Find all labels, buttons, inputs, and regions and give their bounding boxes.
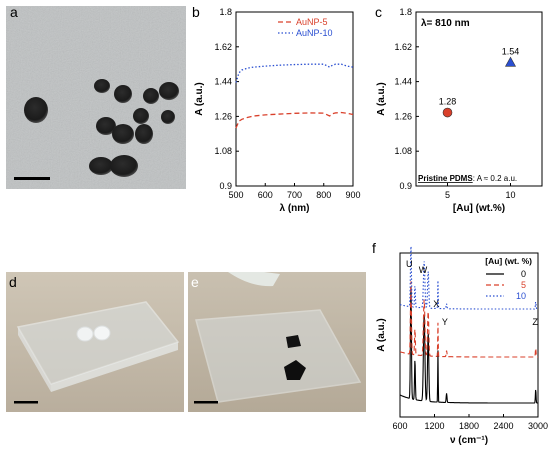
y-tick-label: 1.44 — [214, 77, 232, 87]
tem-image — [6, 6, 186, 189]
x-axis-label: ν (cm⁻¹) — [450, 435, 488, 446]
panel-label-e: e — [191, 274, 199, 290]
x-tick-label: 1800 — [459, 421, 479, 431]
nanoparticle — [94, 79, 110, 93]
series-line-0 — [399, 286, 538, 404]
chart-b: 500 600 700 800 900 0.9 1.08 1.26 1.44 1.62 1.8 λ (… — [194, 8, 361, 213]
x-tick-label: 3000 — [528, 421, 548, 431]
peak-label: U — [406, 259, 413, 269]
nanoparticle — [161, 110, 175, 124]
nanoparticle — [133, 108, 149, 124]
x-tick-label: 5 — [445, 190, 450, 200]
scale-bar — [14, 177, 50, 180]
x-tick-label: 10 — [505, 190, 515, 200]
data-label: 1.28 — [439, 97, 457, 107]
photo-pristine-pdms — [6, 272, 184, 412]
legend-entry: 10 — [516, 291, 526, 301]
y-tick-label: 1.26 — [394, 111, 412, 121]
y-tick-label: 1.8 — [399, 8, 412, 17]
series-line-AuNP-10 — [235, 63, 354, 83]
panel-label-b: b — [192, 4, 200, 20]
photo-aunp-pdms — [188, 272, 366, 412]
peak-label: Y — [442, 317, 448, 327]
nanoparticle — [112, 124, 134, 144]
plot-frame — [415, 11, 543, 187]
x-tick-label: 600 — [392, 421, 407, 431]
nanoparticle — [24, 97, 48, 123]
clear-pdms-cube — [76, 326, 94, 342]
x-tick-label: 900 — [345, 190, 360, 200]
dark-pdms-cube — [286, 335, 301, 348]
y-tick-label: 1.08 — [394, 146, 412, 156]
x-tick-label: 500 — [228, 190, 243, 200]
data-label: 1.54 — [502, 46, 520, 56]
x-axis-label: λ (nm) — [280, 203, 310, 213]
y-axis-label: A (a.u.) — [376, 82, 387, 116]
scale-bar — [14, 401, 38, 404]
y-axis-label: A (a.u.) — [194, 82, 205, 116]
x-axis-label: [Au] (wt.%) — [453, 203, 505, 213]
nanoparticle — [89, 157, 113, 175]
annotation-text: : A ≈ 0.2 a.u. — [473, 174, 517, 183]
y-axis-label: A (a.u.) — [376, 318, 387, 352]
dark-pdms-cube — [284, 360, 306, 380]
peak-label: Z — [532, 317, 538, 327]
y-tick-label: 0.9 — [399, 181, 412, 191]
x-tick-label: 700 — [287, 190, 302, 200]
data-point — [442, 107, 453, 118]
nanoparticle — [135, 124, 153, 144]
annotation-pristine: Pristine PDMS: A ≈ 0.2 a.u. — [418, 174, 517, 183]
nanoparticle — [114, 85, 132, 103]
y-tick-label: 1.08 — [214, 146, 232, 156]
peak-label: W — [419, 265, 428, 275]
data-point — [504, 56, 517, 67]
series-line-5 — [399, 281, 538, 358]
plot-frame — [235, 11, 354, 187]
plot-frame — [399, 252, 539, 418]
y-tick-label: 0.9 — [219, 181, 232, 191]
chart-title: λ= 810 nm — [421, 18, 470, 29]
pdms-slab — [195, 309, 362, 403]
y-tick-label: 1.44 — [394, 77, 412, 87]
x-tick-label: 1200 — [424, 421, 444, 431]
scale-bar — [194, 401, 218, 404]
panel-label-c: c — [375, 4, 382, 20]
legend-entry: AuNP-5 — [296, 17, 328, 27]
panel-label-f: f — [372, 240, 376, 256]
y-tick-label: 1.26 — [214, 111, 232, 121]
y-tick-label: 1.62 — [214, 42, 232, 52]
nanoparticle — [143, 88, 159, 104]
y-tick-label: 1.62 — [394, 42, 412, 52]
x-tick-label: 600 — [258, 190, 273, 200]
tube-cap — [228, 272, 280, 287]
panel-label-a: a — [10, 4, 18, 20]
legend-entry: 5 — [521, 280, 526, 290]
peak-label: X — [433, 299, 439, 309]
tem-nanoparticles — [6, 6, 186, 189]
panel-label-d: d — [9, 274, 17, 290]
series-line-AuNP-5 — [235, 111, 354, 129]
annotation-bold: Pristine PDMS — [418, 174, 473, 183]
chart-c: 5 10 0.9 1.08 1.26 1.44 1.62 1.8 λ= 810 nm [Au] (… — [376, 8, 543, 213]
legend-entry: 0 — [521, 269, 526, 279]
clear-pdms-cube — [93, 325, 111, 341]
nanoparticle — [110, 155, 138, 177]
chart-f: 600 1200 1800 2400 3000 ν (cm⁻¹) A (a.u.) UW XY Z… — [376, 246, 548, 446]
nanoparticle — [96, 117, 116, 135]
x-tick-label: 800 — [316, 190, 331, 200]
legend-title: [Au] (wt. %) — [485, 256, 532, 266]
y-tick-label: 1.8 — [219, 8, 232, 17]
nanoparticle — [159, 82, 179, 100]
x-tick-label: 2400 — [493, 421, 513, 431]
legend-entry: AuNP-10 — [296, 28, 333, 38]
